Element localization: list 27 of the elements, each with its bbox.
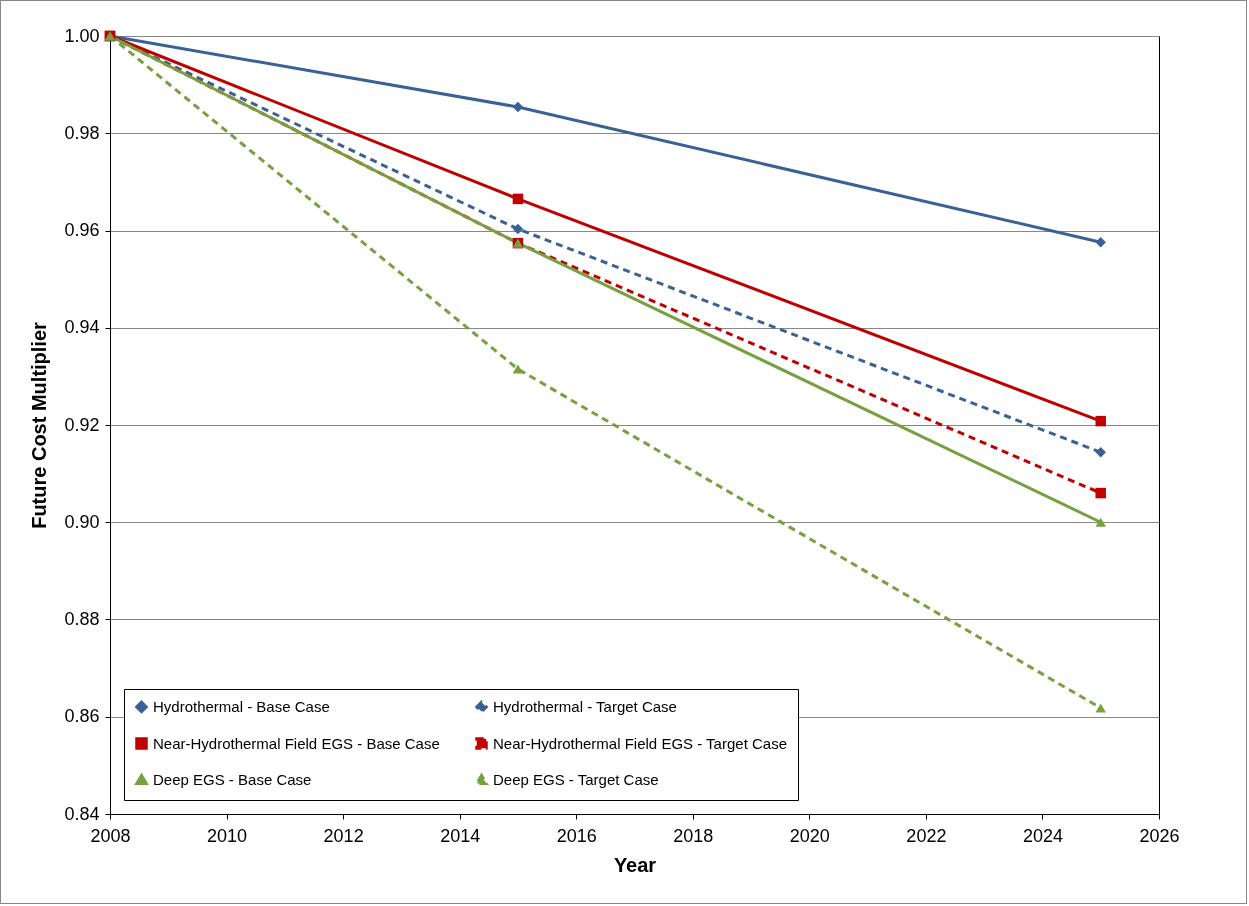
y-tick-label: 0.96 bbox=[64, 220, 100, 240]
legend-label: Hydrothermal - Target Case bbox=[493, 697, 677, 715]
x-tick-label: 2008 bbox=[90, 825, 131, 846]
x-axis-title: Year bbox=[613, 853, 657, 876]
y-tick-label: 0.88 bbox=[64, 609, 100, 629]
legend-label: Deep EGS - Target Case bbox=[493, 770, 659, 788]
legend-label: Deep EGS - Base Case bbox=[153, 770, 312, 788]
y-tick-label: 0.84 bbox=[64, 803, 100, 824]
x-tick-label: 2014 bbox=[440, 825, 481, 846]
legend-label: Near-Hydrothermal Field EGS - Target Case bbox=[493, 734, 787, 752]
y-tick-label: 0.92 bbox=[64, 414, 100, 435]
y-tick-label: 0.90 bbox=[64, 511, 100, 532]
x-tick-label: 2012 bbox=[323, 825, 364, 846]
x-tick-label: 2026 bbox=[1139, 825, 1180, 846]
y-axis-title: Future Cost Multiplier bbox=[28, 321, 51, 529]
x-tick-label: 2020 bbox=[789, 825, 830, 846]
y-tick-label: 0.86 bbox=[64, 706, 100, 727]
y-tick-label: 0.94 bbox=[64, 317, 100, 338]
x-tick-label: 2024 bbox=[1022, 825, 1063, 846]
x-tick-label: 2022 bbox=[906, 825, 947, 846]
legend-label: Hydrothermal - Base Case bbox=[153, 697, 330, 715]
x-tick-label: 2016 bbox=[556, 825, 597, 846]
legend-label: Near-Hydrothermal Field EGS - Base Case bbox=[153, 734, 440, 752]
x-tick-label: 2010 bbox=[207, 825, 248, 846]
x-tick-label: 2018 bbox=[673, 825, 714, 846]
y-tick-label: 0.98 bbox=[64, 122, 100, 143]
y-tick-label: 1.00 bbox=[64, 25, 100, 46]
